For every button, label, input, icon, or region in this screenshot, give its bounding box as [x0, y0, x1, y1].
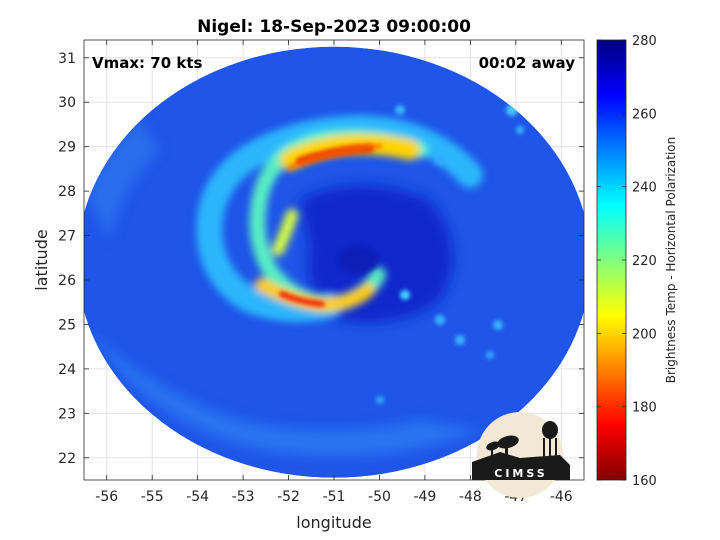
- swath-lighter-south: [90, 330, 480, 457]
- convective-cell-2: [435, 315, 445, 325]
- x-tick-label: -48: [459, 489, 482, 505]
- y-tick-labels: 22 23 24 25 26 27 28 29 30 31: [58, 51, 76, 467]
- colorbar-tick-label: 260: [632, 107, 657, 122]
- convective-cell-3: [455, 335, 465, 345]
- colorbar-tick-label: 160: [632, 474, 657, 489]
- colorbar-tick-label: 240: [632, 181, 657, 196]
- eye-region: [338, 246, 378, 274]
- x-tick-label: -53: [232, 489, 255, 505]
- y-tick-label: 23: [58, 406, 76, 422]
- y-tick-label: 31: [58, 51, 76, 67]
- x-tick-label: -50: [368, 489, 391, 505]
- colorbar-label: Brightness Temp - Horizontal Polarizatio…: [664, 137, 678, 384]
- west-band-yellow: [272, 209, 298, 256]
- dark-core-region: [300, 185, 453, 323]
- north-band-orange: [287, 143, 383, 171]
- y-tick-label: 28: [58, 184, 76, 200]
- x-tick-label: -54: [186, 489, 209, 505]
- southwest-band-red: [279, 291, 325, 307]
- convective-cell-9: [516, 126, 524, 134]
- y-tick-label: 26: [58, 273, 76, 289]
- chart-title: Nigel: 18-Sep-2023 09:00:00: [197, 17, 471, 37]
- y-tick-label: 27: [58, 229, 76, 245]
- colorbar-tick-label: 180: [632, 401, 657, 416]
- x-tick-labels: -56-55-54-53-52-51-50-49-48-47-46: [95, 489, 573, 505]
- convective-cell-7: [435, 155, 445, 165]
- convective-cell-10: [376, 396, 384, 404]
- convective-cell-4: [493, 320, 503, 330]
- x-tick-label: -56: [95, 489, 118, 505]
- colorbar-ticks: 160 180 200 220 240 260 280: [597, 34, 657, 489]
- x-tick-label: -46: [550, 489, 573, 505]
- convective-cell-6: [395, 105, 405, 115]
- y-tick-label: 24: [58, 362, 76, 378]
- vmax-annotation: Vmax: 70 kts: [92, 54, 202, 72]
- y-tick-label: 25: [58, 317, 76, 333]
- logo-text: CIMSS: [494, 467, 547, 480]
- y-tick-label: 29: [58, 140, 76, 156]
- outer-spiral-band: [196, 114, 483, 322]
- x-tick-label: -52: [277, 489, 300, 505]
- colorbar-tick-label: 200: [632, 327, 657, 342]
- y-tick-label: 22: [58, 451, 76, 467]
- x-tick-label: -49: [413, 489, 436, 505]
- y-axis-label: latitude: [32, 229, 51, 290]
- x-axis-label: longitude: [296, 513, 371, 532]
- time-away-annotation: 00:02 away: [479, 54, 576, 72]
- convective-cell-5: [486, 351, 494, 359]
- convective-cell-1: [400, 290, 410, 300]
- colorbar-tick-label: 220: [632, 254, 657, 269]
- colorbar: [596, 39, 627, 481]
- y-tick-label: 30: [58, 95, 76, 111]
- colorbar-tick-label: 280: [632, 34, 657, 49]
- swath-lighter-west: [88, 120, 160, 240]
- cimss-logo: CIMSS: [472, 412, 570, 498]
- x-tick-label: -51: [323, 489, 346, 505]
- x-tick-label: -55: [141, 489, 164, 505]
- brightness-temp-swath: [84, 46, 584, 478]
